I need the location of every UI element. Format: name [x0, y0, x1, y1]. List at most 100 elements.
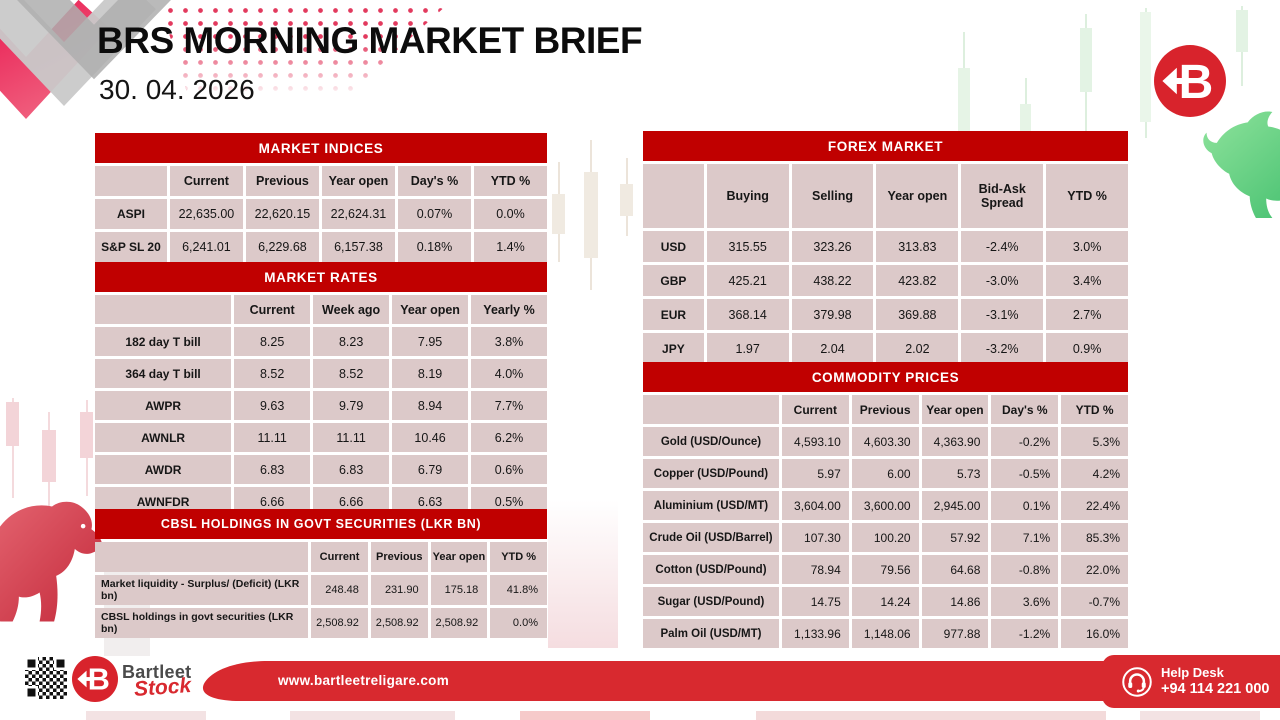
- cell-value: 8.19: [392, 359, 469, 388]
- cell-value: 3,600.00: [851, 491, 919, 520]
- help-desk-block: Help Desk +94 114 221 000: [1102, 655, 1280, 708]
- table-row: AWPR 9.63 9.79 8.94 7.7%: [95, 391, 547, 420]
- cell-value: 323.26: [791, 231, 874, 262]
- cell-value: 14.86: [921, 587, 989, 616]
- commodity-prices-title: COMMODITY PRICES: [643, 362, 1128, 392]
- cell-value: 1.97: [706, 333, 789, 364]
- cell-value: 14.24: [851, 587, 919, 616]
- cbsl-holdings-title: CBSL HOLDINGS IN GOVT SECURITIES (LKR BN…: [95, 509, 547, 539]
- cell-value: 6.83: [313, 455, 390, 484]
- cell-value: 14.75: [781, 587, 849, 616]
- forex-market-title: FOREX MARKET: [643, 131, 1128, 161]
- column-header: Day's %: [397, 166, 471, 196]
- cell-value: 369.88: [876, 299, 959, 330]
- cell-value: 8.52: [234, 359, 311, 388]
- row-label: Cotton (USD/Pound): [643, 555, 779, 584]
- market-indices-title: MARKET INDICES: [95, 133, 547, 163]
- page-title: BRS MORNING MARKET BRIEF: [97, 20, 643, 61]
- cell-value: 100.20: [851, 523, 919, 552]
- website-link[interactable]: www.bartleetreligare.com: [278, 673, 450, 688]
- cell-value: 11.11: [313, 423, 390, 452]
- cell-value: 22.4%: [1061, 491, 1128, 520]
- cell-value: 2.7%: [1046, 299, 1128, 330]
- cell-value: 6,157.38: [321, 232, 395, 262]
- help-desk-phone[interactable]: +94 114 221 000: [1161, 680, 1270, 697]
- table-row: 182 day T bill 8.25 8.23 7.95 3.8%: [95, 327, 547, 356]
- column-header: Year open: [392, 295, 469, 324]
- bottom-strip-decoration: [1140, 711, 1260, 720]
- column-header: [95, 166, 167, 196]
- cell-value: 10.46: [392, 423, 469, 452]
- cell-value: 231.90: [370, 575, 428, 605]
- cell-value: 41.8%: [490, 575, 547, 605]
- row-label: Gold (USD/Ounce): [643, 427, 779, 456]
- cell-value: 3.0%: [1046, 231, 1128, 262]
- cell-value: 2,508.92: [430, 608, 488, 638]
- cell-value: 4,363.90: [921, 427, 989, 456]
- cell-value: -0.7%: [1061, 587, 1128, 616]
- cell-value: 977.88: [921, 619, 989, 648]
- row-label: Aluminium (USD/MT): [643, 491, 779, 520]
- cell-value: 6.83: [234, 455, 311, 484]
- column-header: Previous: [245, 166, 319, 196]
- bottom-strip-decoration: [520, 711, 650, 720]
- table-row: JPY 1.97 2.04 2.02 -3.2% 0.9%: [643, 333, 1128, 364]
- market-indices-table: Current Previous Year open Day's % YTD % ASPI…: [92, 163, 550, 265]
- cell-value: -3.1%: [961, 299, 1044, 330]
- row-label: Crude Oil (USD/Barrel): [643, 523, 779, 552]
- cell-value: 5.73: [921, 459, 989, 488]
- cell-value: 22,620.15: [245, 199, 319, 229]
- table-header-row: Current Week ago Year open Yearly %: [95, 295, 547, 324]
- cell-value: 425.21: [706, 265, 789, 296]
- cell-value: 4,603.30: [851, 427, 919, 456]
- column-header: Previous: [851, 395, 919, 424]
- row-label: ASPI: [95, 199, 167, 229]
- brand-logo-icon: B: [72, 656, 118, 702]
- bull-graphic: [1203, 111, 1280, 218]
- market-rates-section: MARKET RATES Current Week ago Year open Yea…: [95, 262, 547, 519]
- market-rates-table: Current Week ago Year open Yearly % 182 day …: [92, 292, 550, 519]
- report-date: 30. 04. 2026: [99, 74, 255, 105]
- row-label: AWDR: [95, 455, 232, 484]
- column-header: Year open: [876, 164, 959, 228]
- brand-name: Bartleet Stock: [122, 662, 192, 707]
- row-label: AWNLR: [95, 423, 232, 452]
- cell-value: 0.18%: [397, 232, 471, 262]
- cell-value: 6.79: [392, 455, 469, 484]
- forex-market-table: Buying Selling Year open Bid-Ask Spread YTD …: [640, 161, 1131, 367]
- cell-value: 7.7%: [471, 391, 547, 420]
- table-row: 364 day T bill 8.52 8.52 8.19 4.0%: [95, 359, 547, 388]
- footer-ribbon: [203, 661, 1280, 701]
- cell-value: 1,148.06: [851, 619, 919, 648]
- column-header: YTD %: [1061, 395, 1128, 424]
- column-header: YTD %: [1046, 164, 1128, 228]
- table-header-row: Current Previous Year open Day's % YTD %: [95, 166, 547, 196]
- cell-value: 4.0%: [471, 359, 547, 388]
- column-header: Day's %: [991, 395, 1059, 424]
- table-header-row: Current Previous Year open YTD %: [95, 542, 547, 572]
- column-header: Year open: [321, 166, 395, 196]
- cell-value: 22.0%: [1061, 555, 1128, 584]
- cell-value: 0.9%: [1046, 333, 1128, 364]
- column-header: Previous: [370, 542, 428, 572]
- row-label: Sugar (USD/Pound): [643, 587, 779, 616]
- cell-value: 368.14: [706, 299, 789, 330]
- forex-market-section: FOREX MARKET Buying Selling Year open Bid-A…: [643, 131, 1128, 367]
- column-header: [643, 164, 704, 228]
- cell-value: 1.4%: [473, 232, 547, 262]
- column-header: Current: [234, 295, 311, 324]
- table-row: EUR 368.14 379.98 369.88 -3.1% 2.7%: [643, 299, 1128, 330]
- commodity-prices-section: COMMODITY PRICES Current Previous Year ope…: [643, 362, 1128, 651]
- commodity-prices-table: Current Previous Year open Day's % YTD % Gold…: [640, 392, 1131, 651]
- brand-name-top: Bartleet: [122, 662, 192, 682]
- cell-value: 0.6%: [471, 455, 547, 484]
- row-label: Market liquidity - Surplus/ (Deficit) (L…: [95, 575, 309, 605]
- candlestick-decoration: [6, 398, 19, 498]
- gradient-haze-decoration: [548, 500, 618, 648]
- row-label: EUR: [643, 299, 704, 330]
- table-row: S&P SL 20 6,241.01 6,229.68 6,157.38 0.18% 1.…: [95, 232, 547, 262]
- cell-value: 57.92: [921, 523, 989, 552]
- cell-value: -0.8%: [991, 555, 1059, 584]
- column-header: [95, 295, 232, 324]
- column-header: [643, 395, 779, 424]
